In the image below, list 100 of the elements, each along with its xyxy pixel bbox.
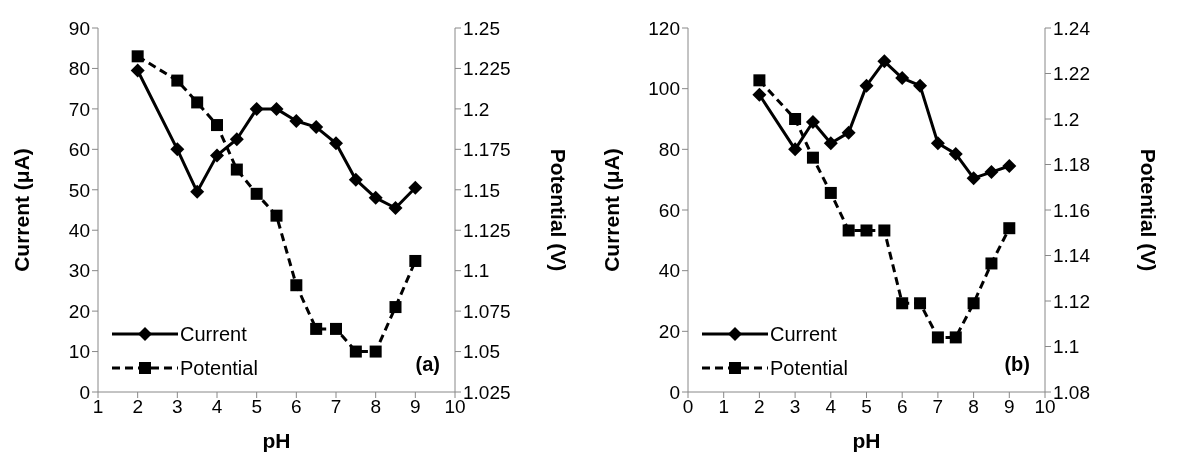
- point: [984, 165, 999, 180]
- y-tick-label: 70: [68, 98, 90, 120]
- legend-label: Current: [770, 322, 837, 346]
- y2-tick-label: 1.18: [1053, 154, 1090, 176]
- point: [249, 101, 264, 116]
- point: [931, 331, 944, 344]
- point: [930, 136, 945, 151]
- y2-tick-label: 1.1: [1053, 336, 1080, 358]
- y-tick-label: 0: [79, 381, 90, 403]
- y-tick-label: 10: [68, 341, 90, 363]
- y2-tick-label: 1.025: [463, 381, 511, 403]
- point: [805, 115, 820, 130]
- point: [913, 78, 928, 93]
- point: [369, 345, 382, 358]
- point: [171, 74, 184, 87]
- point: [191, 96, 204, 109]
- annotation: (a): [415, 353, 440, 376]
- y-tick-label: 0: [669, 381, 680, 403]
- point: [289, 114, 304, 129]
- x-tick-label: 7: [932, 396, 944, 418]
- legend-label: Potential: [180, 356, 258, 380]
- annotation: (b): [1004, 353, 1030, 376]
- point: [190, 184, 205, 199]
- point: [349, 345, 362, 358]
- y2-tick-label: 1.16: [1053, 199, 1090, 221]
- y2-tick-label: 1.2: [1053, 108, 1080, 130]
- point: [985, 257, 998, 270]
- point: [348, 172, 363, 187]
- y-axis-title: Current (μA): [600, 148, 624, 272]
- point: [130, 63, 145, 78]
- y2-tick-label: 1.22: [1053, 63, 1090, 85]
- y2-tick-label: 1.12: [1053, 290, 1090, 312]
- y-tick-label: 100: [648, 78, 680, 100]
- x-tick-label: 9: [1004, 396, 1015, 418]
- x-tick-label: 2: [132, 396, 143, 418]
- point: [329, 136, 343, 151]
- y2-tick-label: 1.225: [463, 58, 511, 80]
- point: [753, 74, 766, 87]
- point: [948, 146, 963, 161]
- point: [409, 254, 422, 267]
- point: [1003, 222, 1016, 235]
- y2-tick-label: 1.2: [463, 98, 490, 120]
- y-tick-label: 20: [658, 321, 680, 343]
- x-tick-label: 7: [330, 396, 342, 418]
- point: [914, 297, 927, 310]
- point: [789, 113, 802, 125]
- x-tick-label: 1: [718, 396, 729, 418]
- point: [211, 119, 223, 132]
- x-tick-label: 1: [92, 396, 104, 418]
- point: [210, 148, 224, 163]
- legend-label: Potential: [770, 356, 848, 380]
- point: [860, 224, 873, 237]
- y2-tick-label: 1.05: [463, 341, 500, 363]
- point: [368, 190, 383, 205]
- x-tick-label: 5: [861, 396, 872, 418]
- y-tick-label: 80: [68, 58, 90, 80]
- point: [170, 142, 185, 157]
- point: [230, 163, 243, 176]
- point: [966, 171, 981, 186]
- y2-tick-label: 1.08: [1053, 381, 1090, 403]
- point: [823, 136, 838, 151]
- point: [949, 331, 962, 344]
- x-tick-label: 4: [211, 396, 223, 418]
- point: [131, 50, 144, 63]
- y2-tick-label: 1.25: [463, 17, 500, 39]
- point: [895, 71, 910, 86]
- point: [752, 87, 767, 102]
- point: [842, 224, 855, 237]
- point: [806, 151, 819, 164]
- y2-axis-title: Potential (V): [546, 148, 570, 272]
- x-tick-label: 9: [410, 396, 421, 418]
- y2-tick-label: 1.175: [463, 139, 511, 161]
- y2-tick-label: 1.24: [1053, 17, 1091, 39]
- point: [824, 186, 837, 199]
- x-tick-label: 2: [754, 396, 765, 418]
- y2-tick-label: 1.1: [463, 260, 490, 282]
- y-tick-label: 40: [658, 260, 680, 282]
- y-tick-label: 60: [658, 199, 680, 221]
- point: [896, 297, 909, 310]
- point: [229, 132, 244, 147]
- x-tick-label: 4: [825, 396, 837, 418]
- point: [310, 322, 323, 335]
- x-tick-label: 3: [172, 396, 183, 418]
- y-tick-label: 40: [68, 219, 90, 241]
- point: [270, 209, 283, 222]
- point: [269, 101, 284, 116]
- x-tick-label: 3: [789, 396, 801, 418]
- point: [1002, 159, 1017, 174]
- point: [309, 120, 324, 135]
- y2-axis-title: Potential (V): [1136, 148, 1160, 272]
- y-tick-label: 60: [68, 139, 90, 161]
- y-tick-label: 30: [68, 260, 90, 282]
- legend-label: Current: [180, 322, 247, 346]
- point: [877, 54, 892, 69]
- x-tick-label: 8: [968, 396, 979, 418]
- x-axis-title: pH: [262, 429, 291, 452]
- y-tick-label: 120: [648, 17, 680, 39]
- point: [250, 187, 263, 200]
- point: [967, 297, 980, 310]
- y-axis-title: Current (μA): [10, 148, 34, 272]
